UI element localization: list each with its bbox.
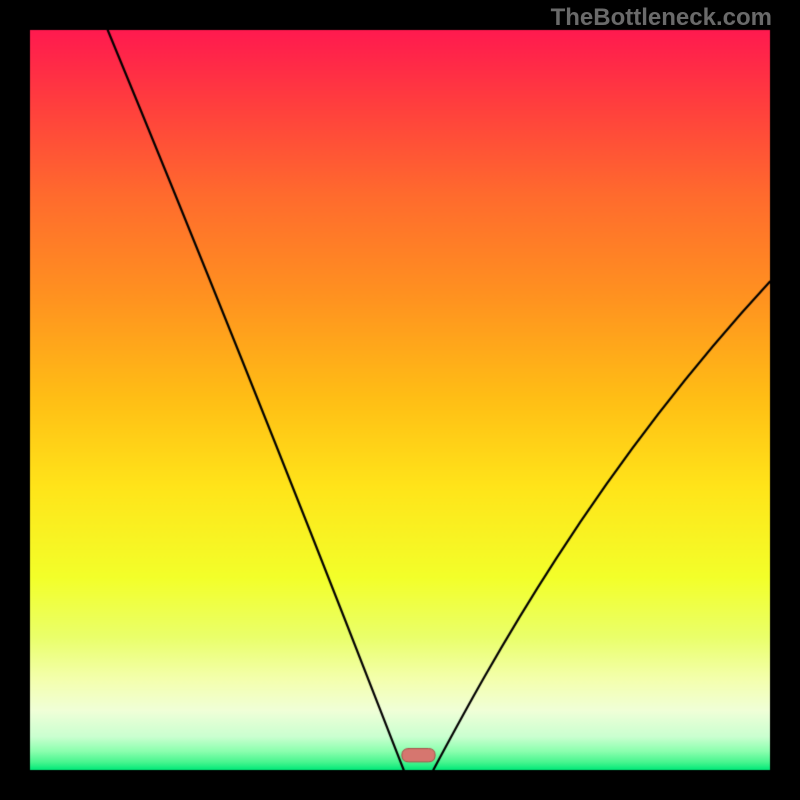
chart-container: TheBottleneck.com [0, 0, 800, 800]
bottleneck-curve-chart [0, 0, 800, 800]
